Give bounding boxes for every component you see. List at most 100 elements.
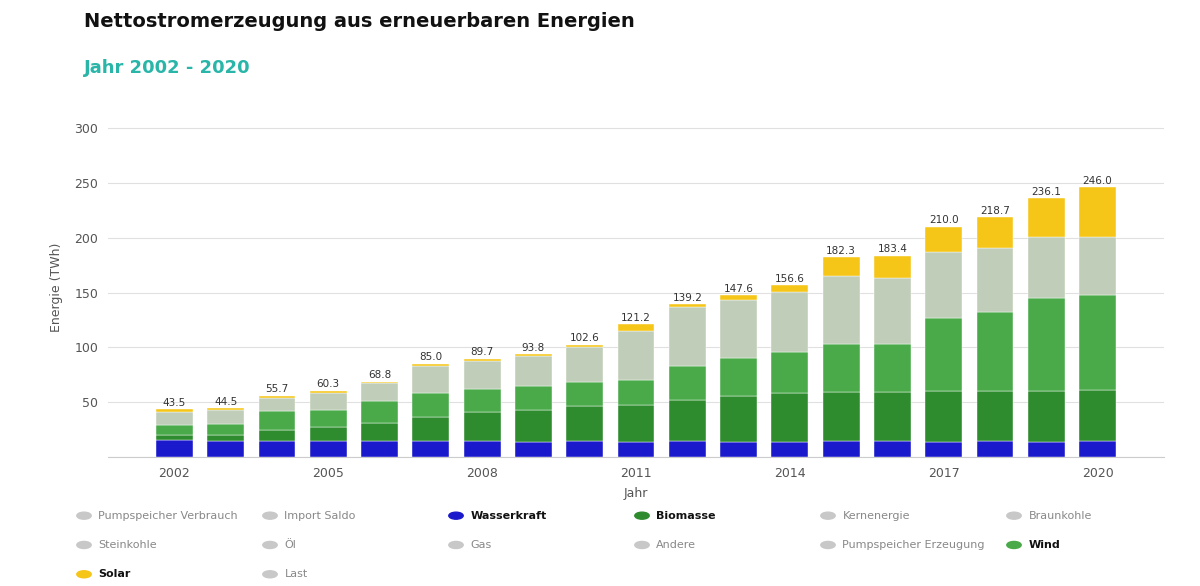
Bar xyxy=(1079,295,1116,390)
Bar xyxy=(977,217,1014,248)
Text: 147.6: 147.6 xyxy=(724,284,754,294)
Bar xyxy=(823,441,859,457)
Bar xyxy=(772,285,809,292)
Bar xyxy=(823,343,859,392)
Bar xyxy=(977,248,1014,312)
Text: Jahr 2002 - 2020: Jahr 2002 - 2020 xyxy=(84,59,251,77)
Bar xyxy=(618,441,654,457)
Text: Braunkohle: Braunkohle xyxy=(1028,510,1092,521)
Bar xyxy=(208,441,245,457)
Bar xyxy=(258,411,295,430)
Text: 85.0: 85.0 xyxy=(419,352,443,362)
Bar xyxy=(413,417,449,441)
Bar xyxy=(977,391,1014,441)
Bar xyxy=(156,435,193,440)
Bar xyxy=(977,312,1014,391)
Text: 55.7: 55.7 xyxy=(265,384,289,394)
Bar xyxy=(258,396,295,398)
Bar xyxy=(156,425,193,435)
Bar xyxy=(310,441,347,457)
Bar xyxy=(463,360,500,389)
Bar xyxy=(925,391,962,441)
Bar xyxy=(925,227,962,253)
Bar xyxy=(1027,442,1064,457)
Bar xyxy=(566,345,604,347)
Bar xyxy=(668,400,706,441)
Bar xyxy=(668,441,706,457)
Bar xyxy=(874,441,911,457)
Bar xyxy=(361,381,398,383)
Text: Öl: Öl xyxy=(284,540,296,550)
Text: 121.2: 121.2 xyxy=(622,312,650,322)
Bar xyxy=(258,430,295,441)
Bar xyxy=(566,347,604,382)
Bar xyxy=(258,398,295,411)
Text: 210.0: 210.0 xyxy=(929,215,959,225)
Bar xyxy=(258,441,295,457)
Bar xyxy=(463,441,500,457)
Text: Nettostromerzeugung aus erneuerbaren Energien: Nettostromerzeugung aus erneuerbaren Ene… xyxy=(84,12,635,30)
Bar xyxy=(361,441,398,457)
Bar xyxy=(1079,188,1116,237)
Bar xyxy=(874,343,911,392)
X-axis label: Jahr: Jahr xyxy=(624,487,648,500)
Bar xyxy=(310,410,347,427)
Text: 89.7: 89.7 xyxy=(470,347,493,357)
Bar xyxy=(566,406,604,441)
Text: Steinkohle: Steinkohle xyxy=(98,540,157,550)
Bar xyxy=(977,441,1014,457)
Bar xyxy=(515,442,552,457)
Bar xyxy=(413,366,449,393)
Text: 68.8: 68.8 xyxy=(368,370,391,380)
Bar xyxy=(618,405,654,441)
Bar xyxy=(566,441,604,457)
Bar xyxy=(925,441,962,457)
Bar xyxy=(925,318,962,391)
Text: 139.2: 139.2 xyxy=(672,293,702,303)
Text: 156.6: 156.6 xyxy=(775,274,805,284)
Bar xyxy=(515,355,552,356)
Text: 60.3: 60.3 xyxy=(317,379,340,389)
Y-axis label: Energie (TWh): Energie (TWh) xyxy=(50,243,64,332)
Bar xyxy=(772,442,809,457)
Bar xyxy=(1079,441,1116,457)
Text: 93.8: 93.8 xyxy=(522,343,545,353)
Bar xyxy=(618,380,654,405)
Bar xyxy=(413,393,449,417)
Text: Pumpspeicher Erzeugung: Pumpspeicher Erzeugung xyxy=(842,540,985,550)
Bar xyxy=(1027,237,1064,298)
Bar xyxy=(310,391,347,393)
Bar xyxy=(618,331,654,380)
Text: 182.3: 182.3 xyxy=(826,246,856,255)
Bar xyxy=(361,401,398,423)
Bar xyxy=(1079,390,1116,441)
Bar xyxy=(566,382,604,406)
Bar xyxy=(515,356,552,386)
Bar xyxy=(515,410,552,442)
Bar xyxy=(772,393,809,442)
Text: Import Saldo: Import Saldo xyxy=(284,510,355,521)
Text: Wasserkraft: Wasserkraft xyxy=(470,510,547,521)
Bar xyxy=(310,393,347,410)
Bar xyxy=(208,435,245,441)
Text: 218.7: 218.7 xyxy=(980,206,1010,216)
Bar xyxy=(668,308,706,366)
Bar xyxy=(874,278,911,343)
Bar xyxy=(361,423,398,441)
Bar xyxy=(823,257,859,275)
Bar xyxy=(361,383,398,401)
Bar xyxy=(208,410,245,424)
Text: Kernenergie: Kernenergie xyxy=(842,510,910,521)
Bar xyxy=(1027,391,1064,442)
Text: Pumpspeicher Verbrauch: Pumpspeicher Verbrauch xyxy=(98,510,238,521)
Text: Gas: Gas xyxy=(470,540,492,550)
Bar xyxy=(874,256,911,278)
Bar xyxy=(874,392,911,441)
Bar xyxy=(720,396,757,442)
Bar xyxy=(1079,237,1116,295)
Bar xyxy=(413,441,449,457)
Bar xyxy=(1027,198,1064,237)
Text: 183.4: 183.4 xyxy=(877,244,907,254)
Bar xyxy=(463,389,500,411)
Bar xyxy=(618,324,654,331)
